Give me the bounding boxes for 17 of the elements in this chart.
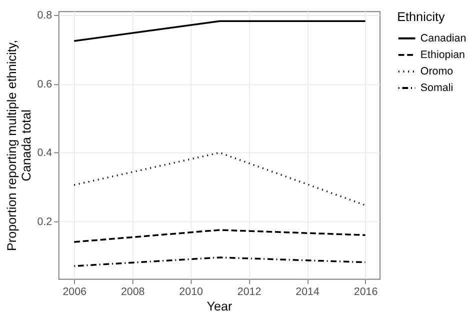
legend-label: Somali: [420, 82, 454, 94]
x-tick-label: 2016: [354, 286, 378, 298]
legend-label: Ethiopian: [420, 48, 466, 61]
y-axis-title: Proportion reporting multiple ethnicity, Canada total: [4, 40, 34, 252]
x-tick-label: 2012: [237, 286, 262, 298]
legend-label: Canadian: [420, 32, 466, 44]
x-tick-label: 2008: [120, 286, 145, 298]
legend-title: Ethnicity: [397, 10, 446, 24]
x-tick-label: 2006: [62, 286, 87, 298]
y-tick-label: 0.6: [37, 78, 52, 90]
x-axis-title: Year: [206, 299, 232, 314]
y-tick-label: 0.2: [37, 216, 52, 228]
x-tick-label: 2014: [296, 286, 320, 298]
y-tick-label: 0.8: [37, 10, 52, 22]
legend-label: Oromo: [420, 65, 454, 78]
y-tick-label: 0.4: [37, 147, 52, 160]
x-tick-label: 2010: [179, 286, 204, 298]
